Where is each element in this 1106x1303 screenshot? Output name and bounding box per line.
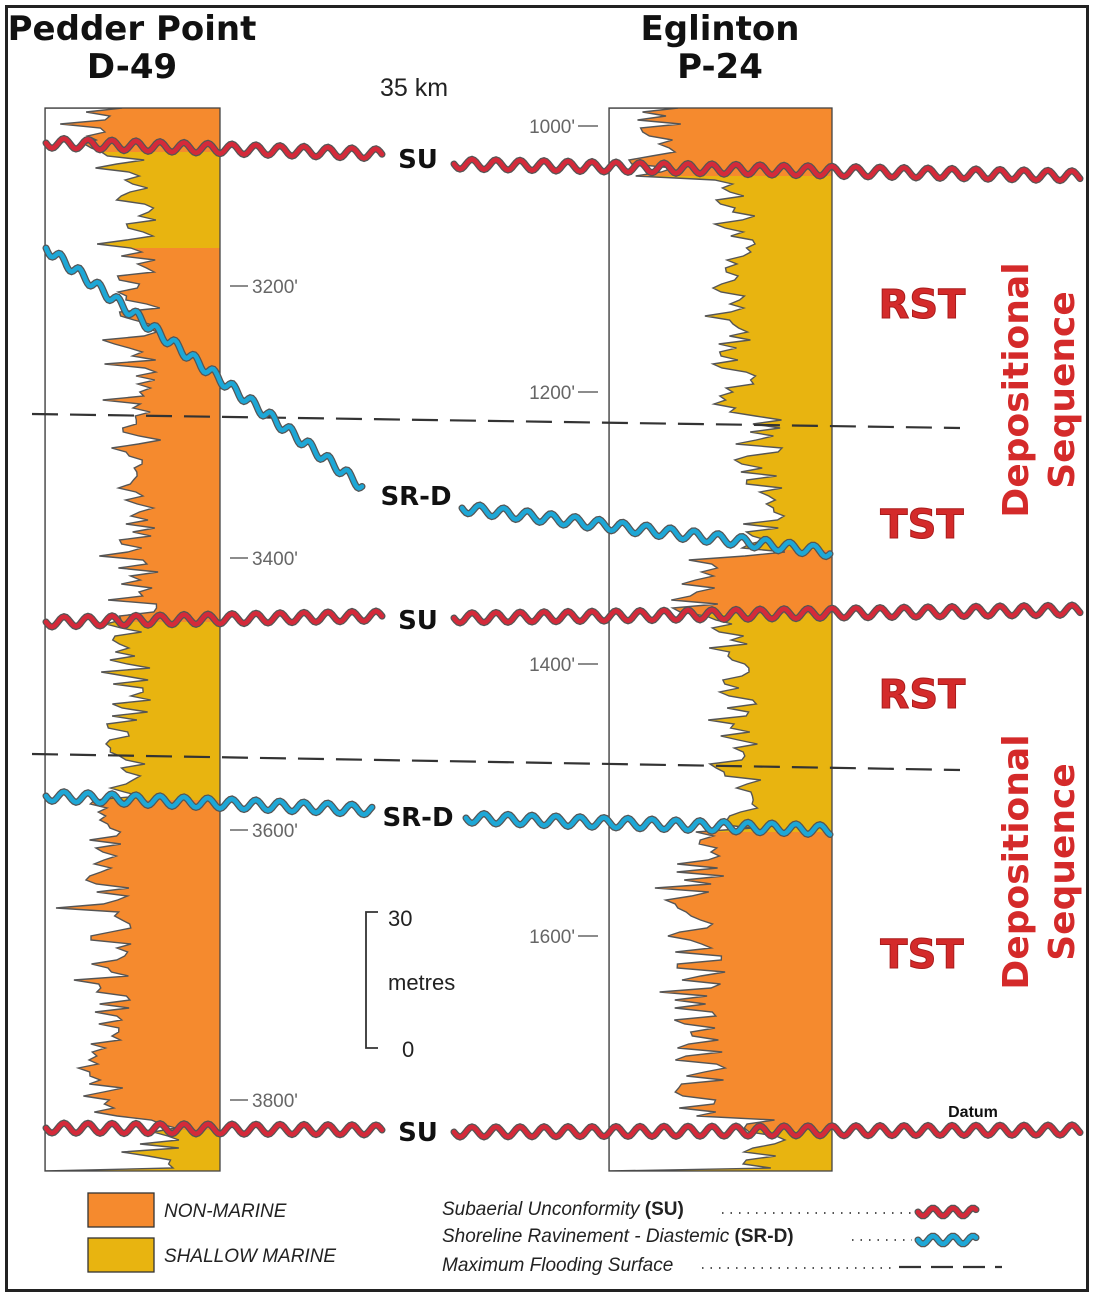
su-label-top: SU bbox=[398, 145, 438, 175]
tst-label-lower: TST bbox=[880, 932, 964, 978]
surfaces bbox=[42, 134, 1084, 1141]
legend-su: Subaerial Unconformity (SU) bbox=[442, 1199, 684, 1220]
mfs-line-lower bbox=[31, 752, 961, 772]
legend-srd: Shoreline Ravinement - Diastemic (SR-D) bbox=[442, 1226, 794, 1247]
tst-label-upper: TST bbox=[880, 502, 964, 548]
su-label-bottom: SU bbox=[398, 1118, 438, 1148]
legend-label-nonmarine: NON-MARINE bbox=[164, 1201, 287, 1222]
well-a-name-line1: Pedder Point bbox=[8, 9, 257, 49]
legend-mfs: Maximum Flooding Surface bbox=[442, 1255, 673, 1276]
well-a-frame bbox=[44, 107, 221, 1172]
well-b-name-line1: Eglinton bbox=[641, 9, 800, 49]
well-a-depth-3200: 3200' bbox=[252, 277, 298, 298]
well-a-depth-3600: 3600' bbox=[252, 821, 298, 842]
rst-label-lower: RST bbox=[879, 672, 967, 718]
rst-label-upper: RST bbox=[879, 282, 967, 328]
srd-label-upper: SR-D bbox=[380, 482, 451, 512]
sequence-label-lower-line2: Sequence bbox=[1042, 763, 1083, 961]
well-b-frame bbox=[608, 107, 833, 1172]
scale-bottom-value: 0 bbox=[402, 1037, 414, 1062]
well-a-lithology bbox=[45, 108, 220, 1171]
well-b-depth-1000: 1000' bbox=[529, 117, 575, 138]
datum-label: Datum bbox=[948, 1104, 998, 1121]
legend-label-shallow-marine: SHALLOW MARINE bbox=[164, 1246, 336, 1267]
well-b-lithology bbox=[609, 108, 832, 1171]
sequence-label-upper-line2: Sequence bbox=[1042, 291, 1083, 489]
well-a-depth-3400: 3400' bbox=[252, 549, 298, 570]
scale-unit: metres bbox=[388, 970, 455, 995]
well-b-name-line2: P-24 bbox=[677, 47, 763, 87]
well-b-gamma-log bbox=[609, 108, 787, 1171]
well-b-depth-1600: 1600' bbox=[529, 927, 575, 948]
su-surface-bottom bbox=[42, 1119, 1084, 1141]
well-a-name-line2: D-49 bbox=[87, 47, 177, 87]
well-b-depth-ticks: 1000' 1200' 1400' 1600' bbox=[529, 117, 598, 948]
legend-su-symbol bbox=[914, 1204, 980, 1220]
su-label-middle: SU bbox=[398, 606, 438, 636]
sequence-label-lower: Depositional Sequence bbox=[996, 734, 1083, 989]
legend-swatch-nonmarine bbox=[87, 1192, 155, 1228]
scale-bar: 30 metres 0 bbox=[365, 906, 455, 1062]
sequence-label-upper: Depositional Sequence bbox=[996, 262, 1083, 517]
well-a-depth-ticks: 3200' 3400' 3600' 3800' bbox=[230, 277, 298, 1112]
srd-surface-upper bbox=[42, 244, 834, 561]
well-a-gamma-log bbox=[45, 108, 180, 1171]
srd-label-lower: SR-D bbox=[382, 803, 453, 833]
well-a-depth-3800: 3800' bbox=[252, 1091, 298, 1112]
sequence-label-lower-line1: Depositional bbox=[996, 734, 1037, 989]
distance-label: 35 km bbox=[380, 74, 448, 102]
legend: NON-MARINE SHALLOW MARINE Subaerial Unco… bbox=[87, 1192, 1002, 1276]
legend-srd-symbol bbox=[914, 1232, 980, 1248]
su-surface-middle bbox=[42, 601, 1084, 631]
well-b-depth-1200: 1200' bbox=[529, 383, 575, 404]
su-surface-top bbox=[42, 134, 1084, 185]
srd-surface-lower bbox=[42, 788, 834, 839]
well-b-depth-1400: 1400' bbox=[529, 655, 575, 676]
sequence-label-upper-line1: Depositional bbox=[996, 262, 1037, 517]
mfs-line-upper bbox=[31, 412, 961, 430]
legend-swatch-shallow-marine bbox=[87, 1237, 155, 1273]
scale-top-value: 30 bbox=[388, 906, 412, 931]
